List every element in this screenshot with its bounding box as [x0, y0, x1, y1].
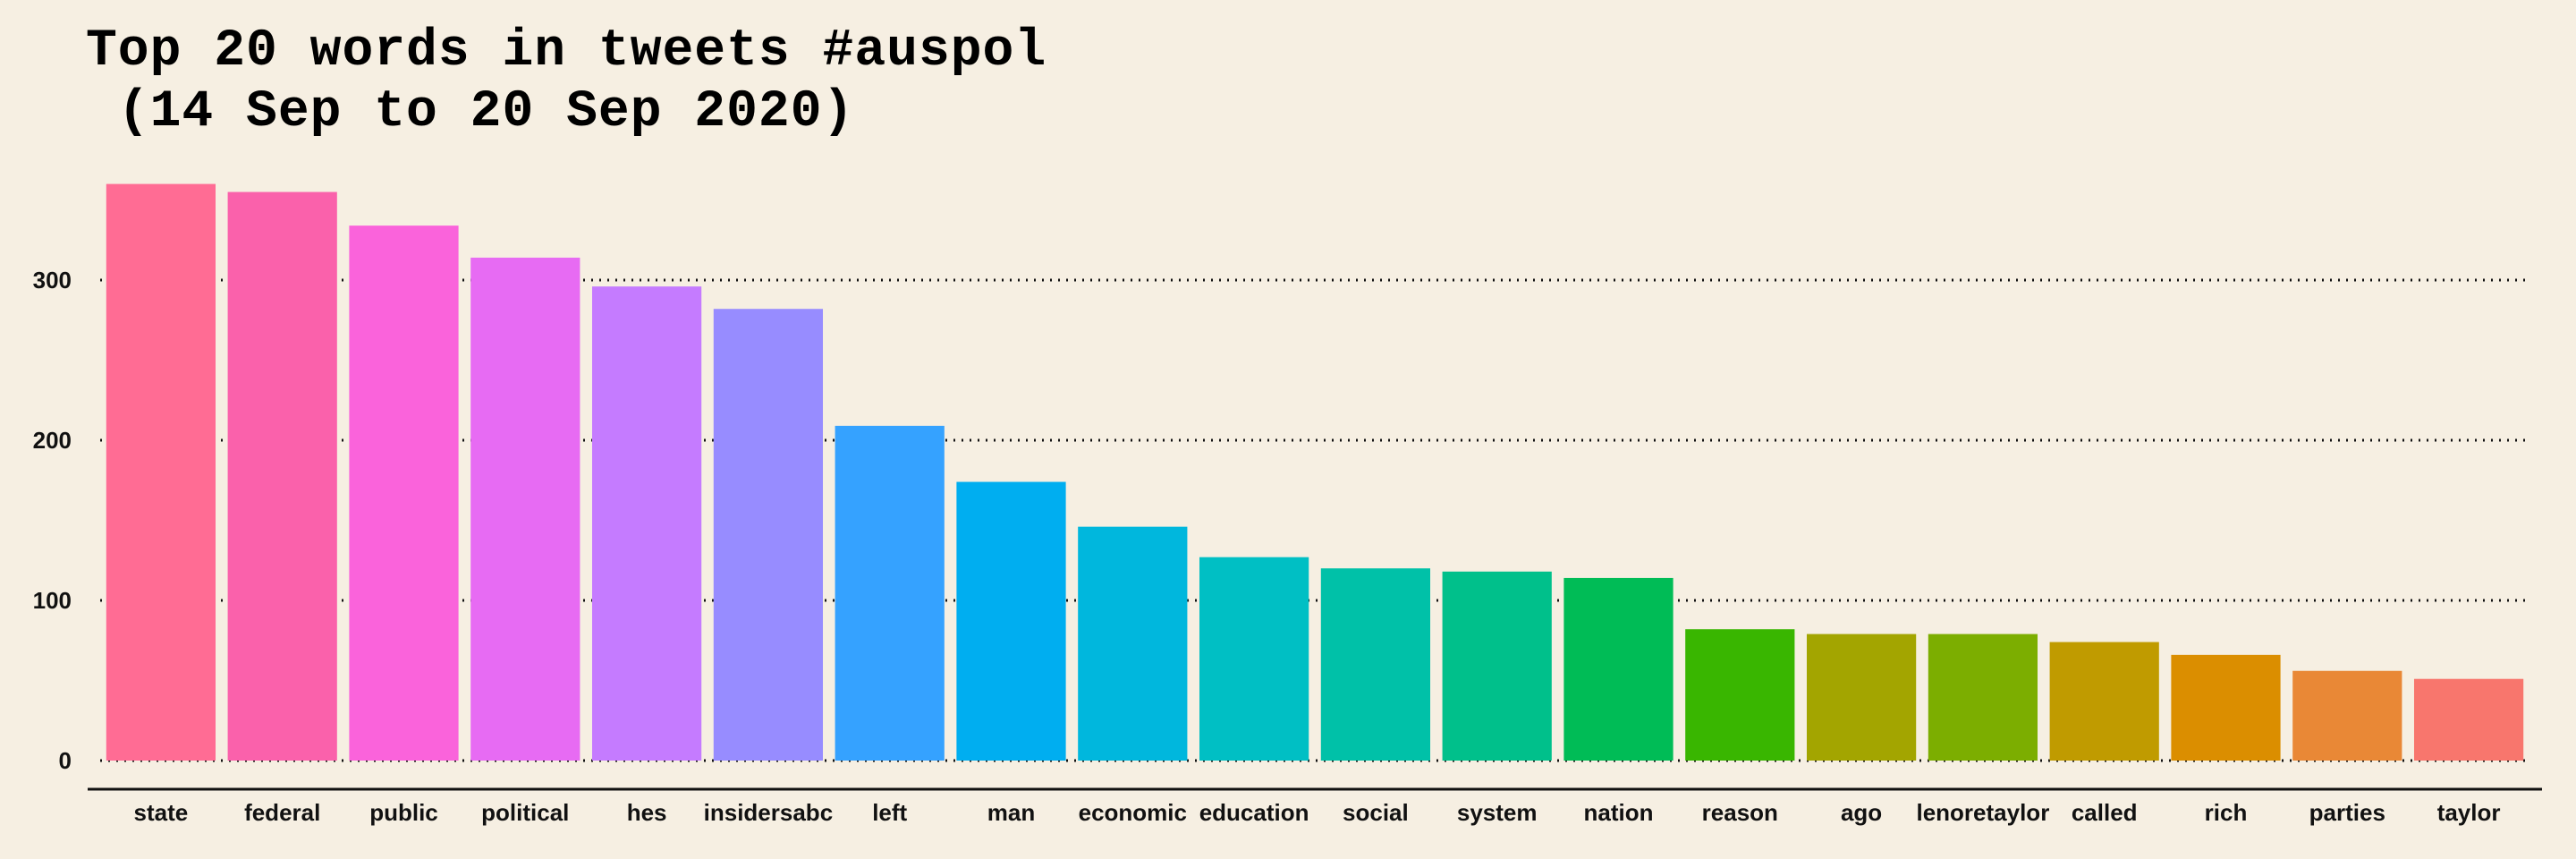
- x-tick-label-reason: reason: [1702, 799, 1778, 826]
- bar-system: [1442, 571, 1552, 761]
- bar-ago: [1806, 634, 1917, 761]
- x-tick-label-state: state: [134, 799, 189, 826]
- x-tick-label-education: education: [1199, 799, 1309, 826]
- x-tick-label-left: left: [872, 799, 907, 826]
- bar-reason: [1685, 629, 1795, 761]
- gridlines: [100, 278, 2529, 762]
- bar-state: [106, 183, 216, 761]
- x-tick-label-lenoretaylor: lenoretaylor: [1916, 799, 2049, 826]
- x-tick-label-federal: federal: [244, 799, 320, 826]
- x-tick-label-nation: nation: [1584, 799, 1654, 826]
- bar-political: [470, 257, 580, 761]
- bar-nation: [1563, 577, 1674, 761]
- bar-left: [835, 425, 945, 761]
- y-tick-label: 100: [33, 587, 72, 614]
- bar-public: [349, 225, 459, 761]
- y-tick-label: 300: [33, 267, 72, 293]
- x-tick-label-rich: rich: [2205, 799, 2248, 826]
- y-tick-label: 0: [59, 747, 72, 774]
- x-tick-label-insidersabc: insidersabc: [704, 799, 834, 826]
- bar-federal: [227, 191, 337, 761]
- bar-taylor: [2413, 678, 2524, 761]
- axes: 0 100 200 300 state federal public political hes…: [33, 267, 2542, 826]
- x-tick-label-social: social: [1343, 799, 1409, 826]
- x-tick-label-public: public: [369, 799, 438, 826]
- bar-man: [956, 481, 1066, 761]
- x-tick-label-hes: hes: [627, 799, 667, 826]
- bar-education: [1199, 557, 1309, 761]
- x-tick-label-taylor: taylor: [2437, 799, 2501, 826]
- x-tick-label-man: man: [987, 799, 1035, 826]
- x-tick-label-political: political: [481, 799, 569, 826]
- bar-economic: [1078, 526, 1188, 761]
- chart-title: Top 20 words in tweets #auspol (14 Sep t…: [86, 22, 1047, 141]
- bar-called: [2049, 642, 2159, 761]
- bar-hes: [591, 286, 702, 761]
- bar-rich: [2171, 654, 2281, 761]
- bar-social: [1320, 568, 1431, 761]
- x-tick-label-system: system: [1457, 799, 1538, 826]
- bar-lenoretaylor: [1928, 634, 2038, 761]
- bars: [106, 183, 2524, 761]
- bar-parties: [2292, 670, 2402, 761]
- x-tick-label-ago: ago: [1841, 799, 1882, 826]
- x-tick-label-economic: economic: [1079, 799, 1187, 826]
- x-tick-label-called: called: [2072, 799, 2138, 826]
- bar-insidersabc: [713, 309, 824, 761]
- y-tick-label: 200: [33, 427, 72, 454]
- x-tick-label-parties: parties: [2309, 799, 2385, 826]
